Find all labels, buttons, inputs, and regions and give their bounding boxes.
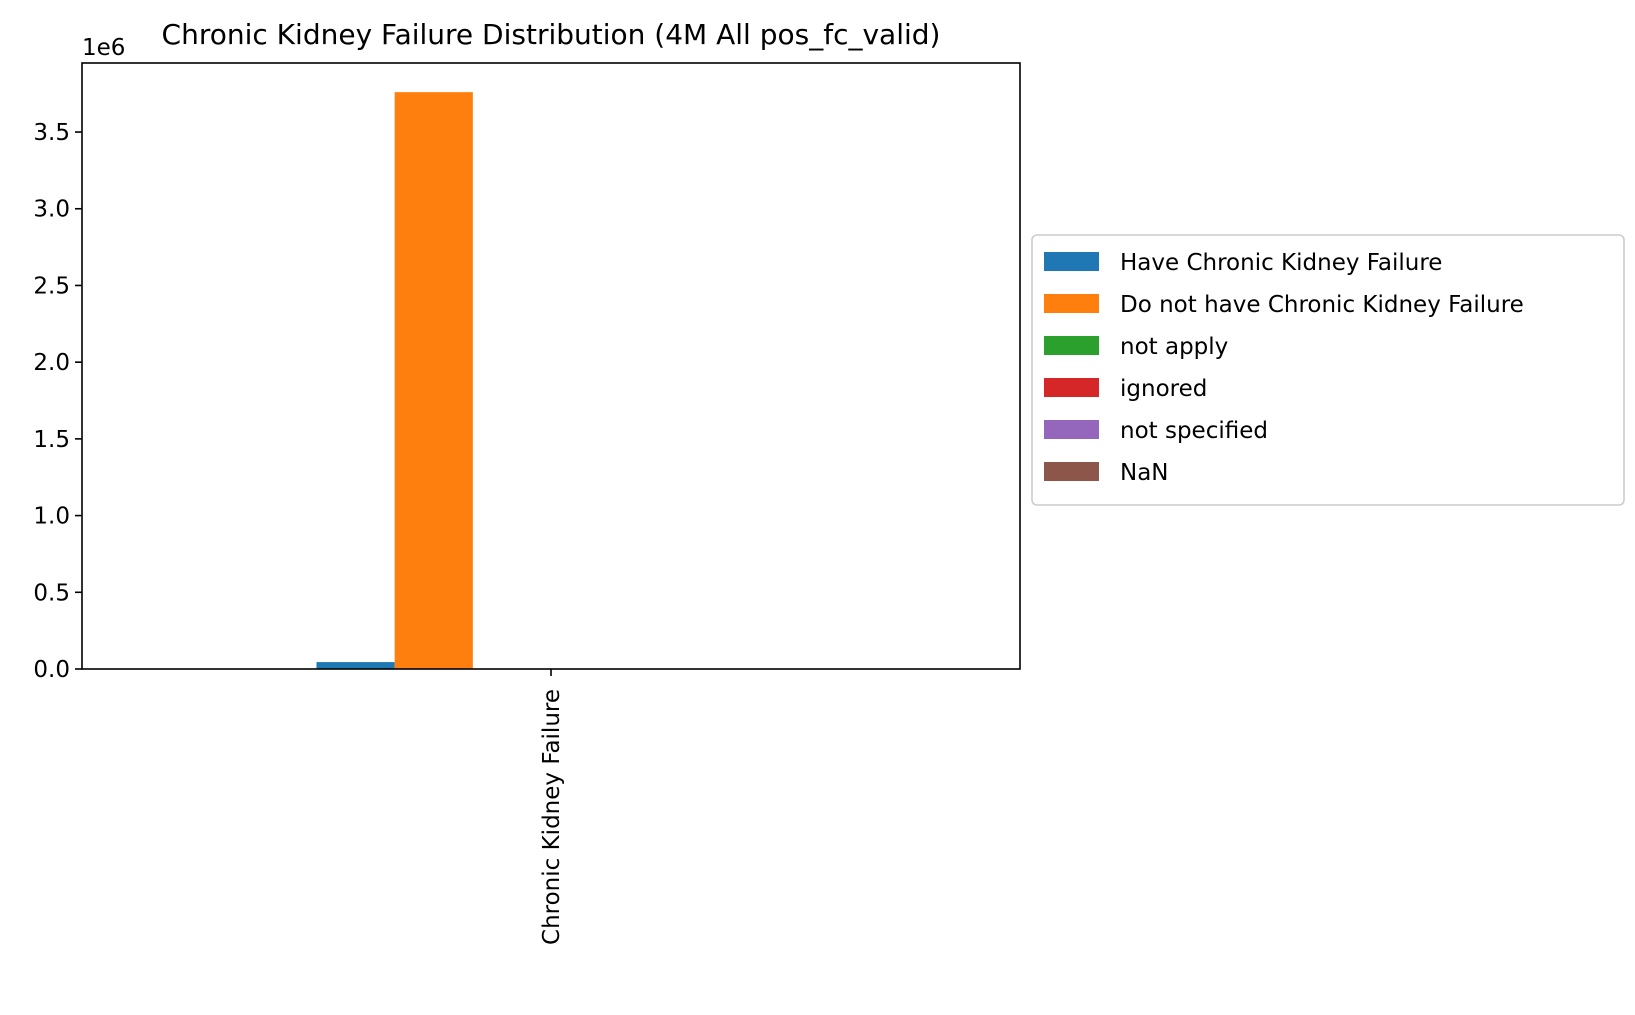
y-tick-label: 1.5 <box>33 427 70 453</box>
legend-swatch <box>1044 420 1099 439</box>
y-axis: 0.0 0.5 1.0 1.5 2.0 2.5 3.0 3.5 <box>33 120 82 683</box>
bar-1 <box>316 662 395 669</box>
legend-swatch <box>1044 378 1099 397</box>
bar-2 <box>394 92 473 670</box>
legend: Have Chronic Kidney Failure Do not have C… <box>1031 234 1625 506</box>
y-tick-label: 1.0 <box>33 504 70 530</box>
legend-swatch <box>1044 294 1099 313</box>
legend-swatch <box>1044 462 1099 481</box>
x-axis: Chronic Kidney Failure <box>539 669 565 945</box>
legend-label: not specified <box>1120 418 1268 444</box>
legend-swatch <box>1044 336 1099 355</box>
y-offset-label: 1e6 <box>82 35 125 61</box>
x-tick-label: Chronic Kidney Failure <box>539 689 565 945</box>
y-tick-label: 2.5 <box>33 273 70 299</box>
y-tick-label: 3.0 <box>33 197 70 223</box>
y-tick-label: 0.0 <box>33 657 70 683</box>
legend-box <box>1031 234 1625 506</box>
chart-title: Chronic Kidney Failure Distribution (4M … <box>162 18 941 51</box>
y-tick-label: 3.5 <box>33 120 70 146</box>
legend-label: Have Chronic Kidney Failure <box>1120 250 1442 276</box>
bars-group <box>316 92 473 670</box>
y-tick-label: 2.0 <box>33 350 70 376</box>
legend-label: not apply <box>1120 334 1228 360</box>
legend-label: Do not have Chronic Kidney Failure <box>1120 292 1524 318</box>
legend-label: NaN <box>1120 460 1169 486</box>
y-tick-label: 0.5 <box>33 580 70 606</box>
legend-swatch <box>1044 252 1099 271</box>
axes-frame <box>81 62 1021 670</box>
legend-label: ignored <box>1120 376 1207 402</box>
